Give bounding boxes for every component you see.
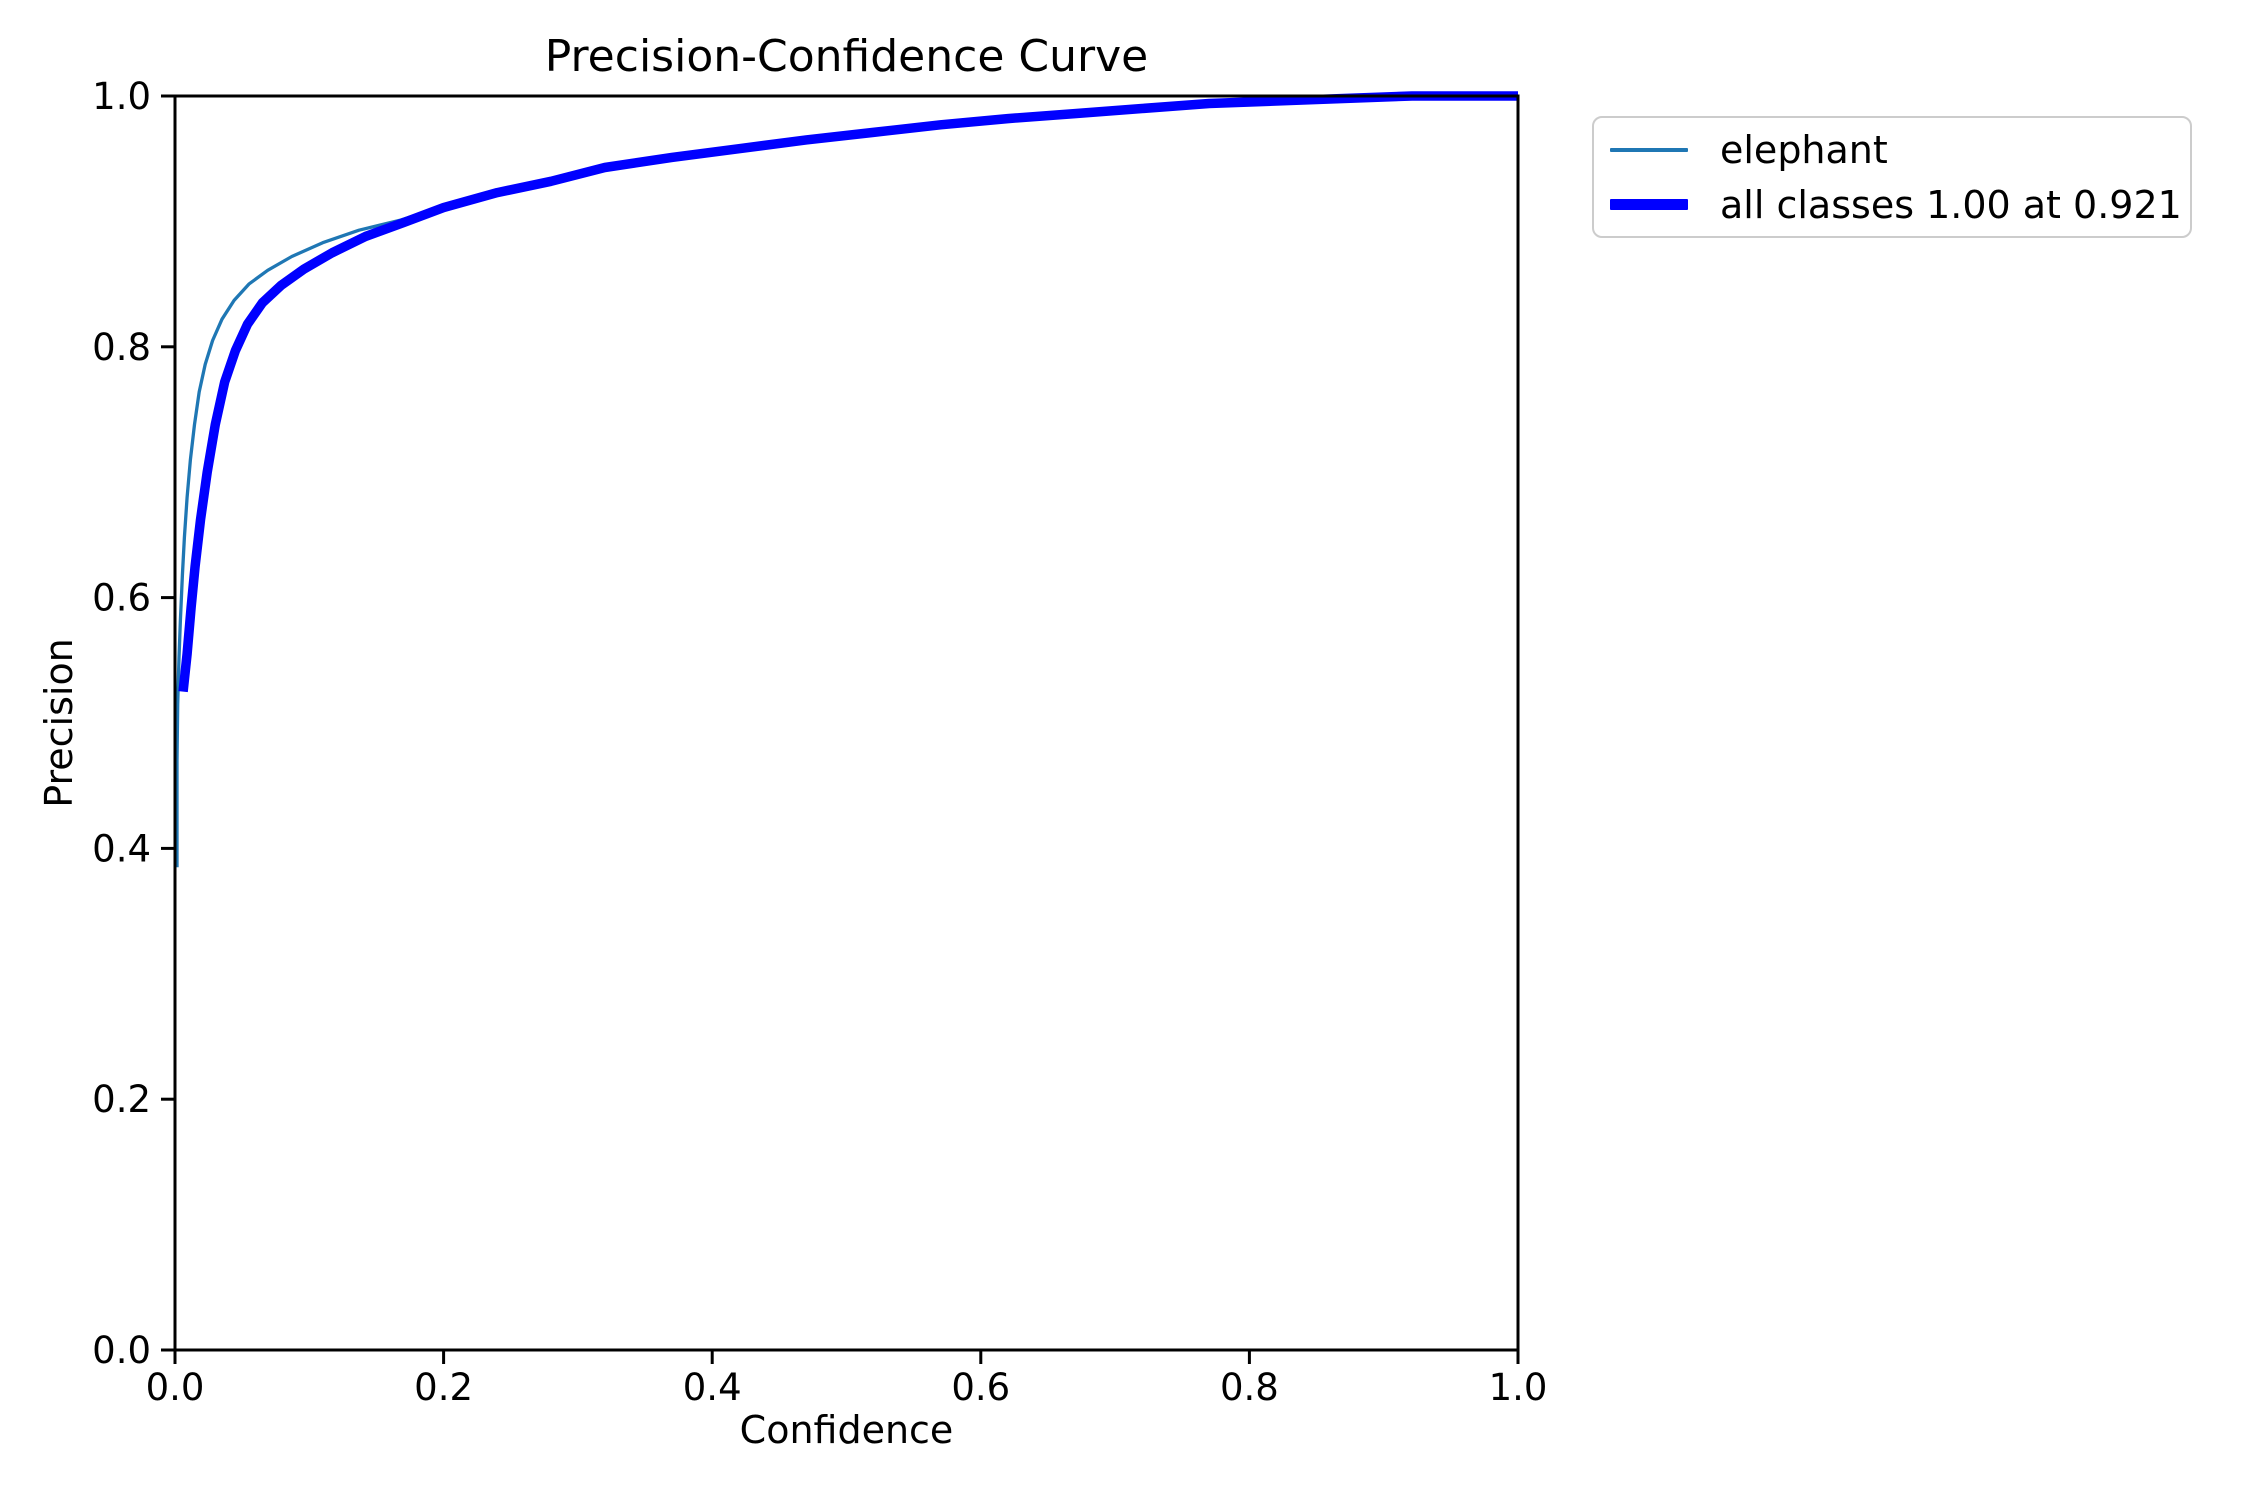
- x-tick-label: 0.2: [414, 1366, 473, 1409]
- legend-label-all-classes: all classes 1.00 at 0.921: [1720, 182, 2182, 227]
- x-tick-label: 0.0: [146, 1366, 205, 1409]
- x-axis-label: Confidence: [739, 1408, 954, 1452]
- series-line-elephant: [175, 94, 1518, 868]
- y-tick-label: 0.8: [92, 326, 151, 369]
- legend-entry-elephant: elephant: [1594, 122, 2190, 177]
- x-tick-label: 0.8: [1220, 1366, 1279, 1409]
- y-tick-label: 0.0: [92, 1329, 151, 1372]
- y-tick-label: 1.0: [92, 75, 151, 118]
- axes-spines: [173, 94, 1520, 1352]
- elephant-line-sample: [1610, 147, 1688, 152]
- x-tick-label: 0.4: [683, 1366, 742, 1409]
- y-tick-label: 0.4: [92, 827, 151, 870]
- legend-entry-all-classes: all classes 1.00 at 0.921: [1594, 177, 2190, 232]
- series-line-all: [178, 91, 1518, 693]
- all-classes-line-sample: [1610, 199, 1688, 210]
- x-tick-label: 1.0: [1489, 1366, 1548, 1409]
- legend-label-elephant: elephant: [1720, 127, 1888, 172]
- chart-title: Precision-Confidence Curve: [544, 31, 1149, 82]
- legend: elephant all classes 1.00 at 0.921: [1592, 116, 2192, 238]
- y-tick-label: 0.2: [92, 1078, 151, 1121]
- y-tick-label: 0.6: [92, 577, 151, 620]
- x-tick-label: 0.6: [951, 1366, 1010, 1409]
